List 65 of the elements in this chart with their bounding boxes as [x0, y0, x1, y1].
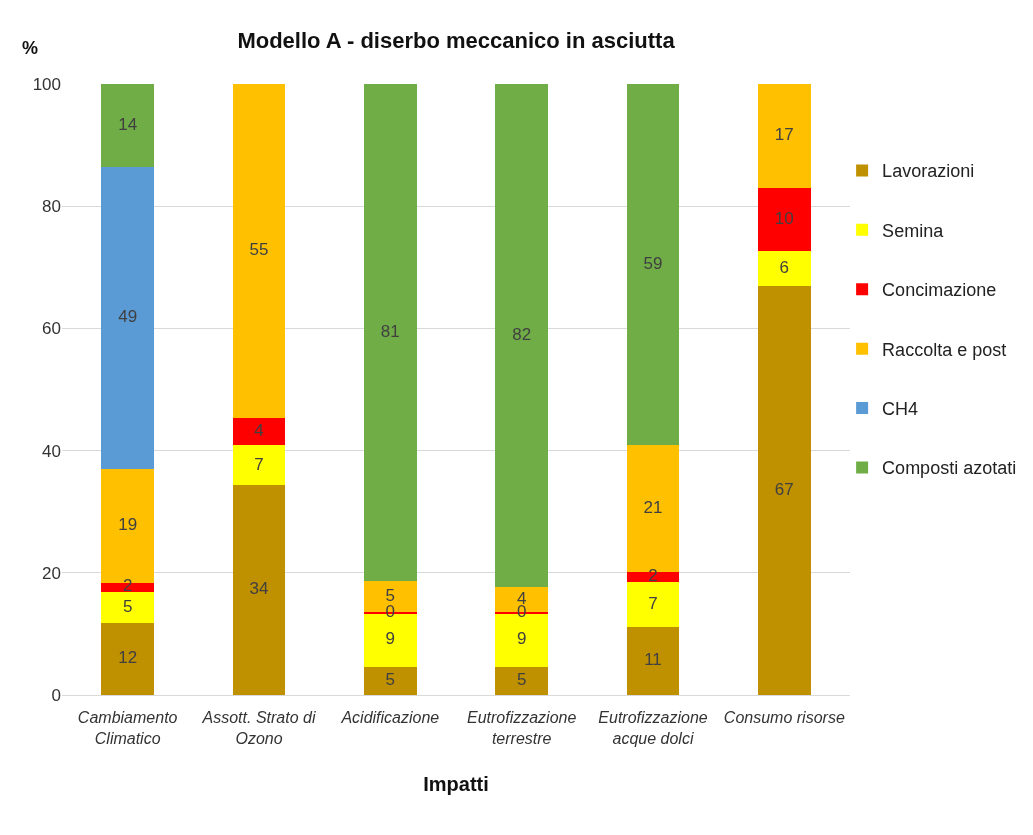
data-label: 21	[643, 497, 663, 517]
x-tick-label: Consumo risorse	[723, 709, 845, 727]
data-label: 14	[118, 114, 138, 134]
bar	[758, 84, 811, 188]
data-label: 5	[122, 596, 133, 616]
x-tick-label: Cambiamento Climatico	[77, 709, 178, 747]
bar	[101, 591, 154, 623]
legend-label: CH4	[882, 399, 919, 420]
data-label: 9	[385, 629, 396, 649]
x-tick-label: Eutrofizzazione acque dolci	[598, 709, 708, 747]
data-label: 5	[385, 585, 396, 605]
legend-label: Raccolta e post	[882, 339, 1007, 360]
bar	[495, 666, 548, 695]
x-tick-label: Eutrofizzazione terrestre	[466, 709, 577, 747]
data-label: 6	[779, 257, 790, 277]
bar	[232, 445, 286, 486]
data-label: 10	[774, 208, 794, 228]
legend-label: Lavorazioni	[882, 161, 975, 182]
data-label: 82	[512, 324, 532, 344]
bar	[626, 84, 680, 446]
data-label: 81	[380, 321, 400, 341]
data-label: 12	[118, 648, 138, 668]
bar	[758, 251, 811, 286]
data-label: 11	[644, 650, 662, 670]
data-label: 34	[249, 579, 269, 599]
y-tick-label: 80	[42, 197, 61, 217]
x-tick-label: Acidificazione	[340, 709, 440, 727]
data-label: 17	[774, 125, 794, 145]
bar	[232, 485, 286, 695]
data-label: 2	[648, 566, 658, 586]
bar	[495, 84, 548, 588]
data-label: 4	[254, 420, 264, 440]
y-tick-label: 60	[42, 319, 61, 339]
y-tick-label: 40	[42, 441, 61, 461]
data-label: 67	[774, 479, 794, 499]
legend-label: Composti azotati	[882, 458, 1017, 479]
data-label: 5	[385, 670, 396, 690]
bar	[758, 285, 811, 695]
data-label: 7	[254, 454, 264, 474]
y-tick-label: 100	[32, 74, 61, 94]
legend-label: Concimazione	[882, 280, 997, 301]
y-tick-label: 20	[42, 563, 61, 583]
data-label: 5	[516, 670, 527, 690]
x-tick-label: Assott. Strato di Ozono	[201, 709, 316, 747]
bar	[101, 84, 154, 168]
y-axis-title: %	[22, 38, 39, 58]
y-tick-label: 0	[51, 685, 61, 705]
bar	[232, 84, 286, 419]
legend-label: Semina	[882, 220, 945, 241]
bar	[101, 622, 154, 695]
data-label: 55	[249, 240, 269, 260]
data-label: 49	[118, 307, 138, 327]
data-label: 59	[643, 253, 663, 273]
bar	[232, 418, 286, 446]
bar	[364, 84, 417, 582]
x-axis-title: Impatti	[423, 772, 489, 795]
chart-title: Modello A - diserbo meccanico in asciutta	[237, 27, 676, 53]
bar	[626, 581, 680, 627]
bar	[758, 187, 811, 252]
data-label: 9	[516, 629, 527, 649]
bar	[101, 167, 154, 469]
bar	[626, 626, 680, 695]
data-label: 7	[648, 593, 658, 613]
bar	[364, 666, 417, 695]
data-label: 19	[118, 515, 138, 534]
